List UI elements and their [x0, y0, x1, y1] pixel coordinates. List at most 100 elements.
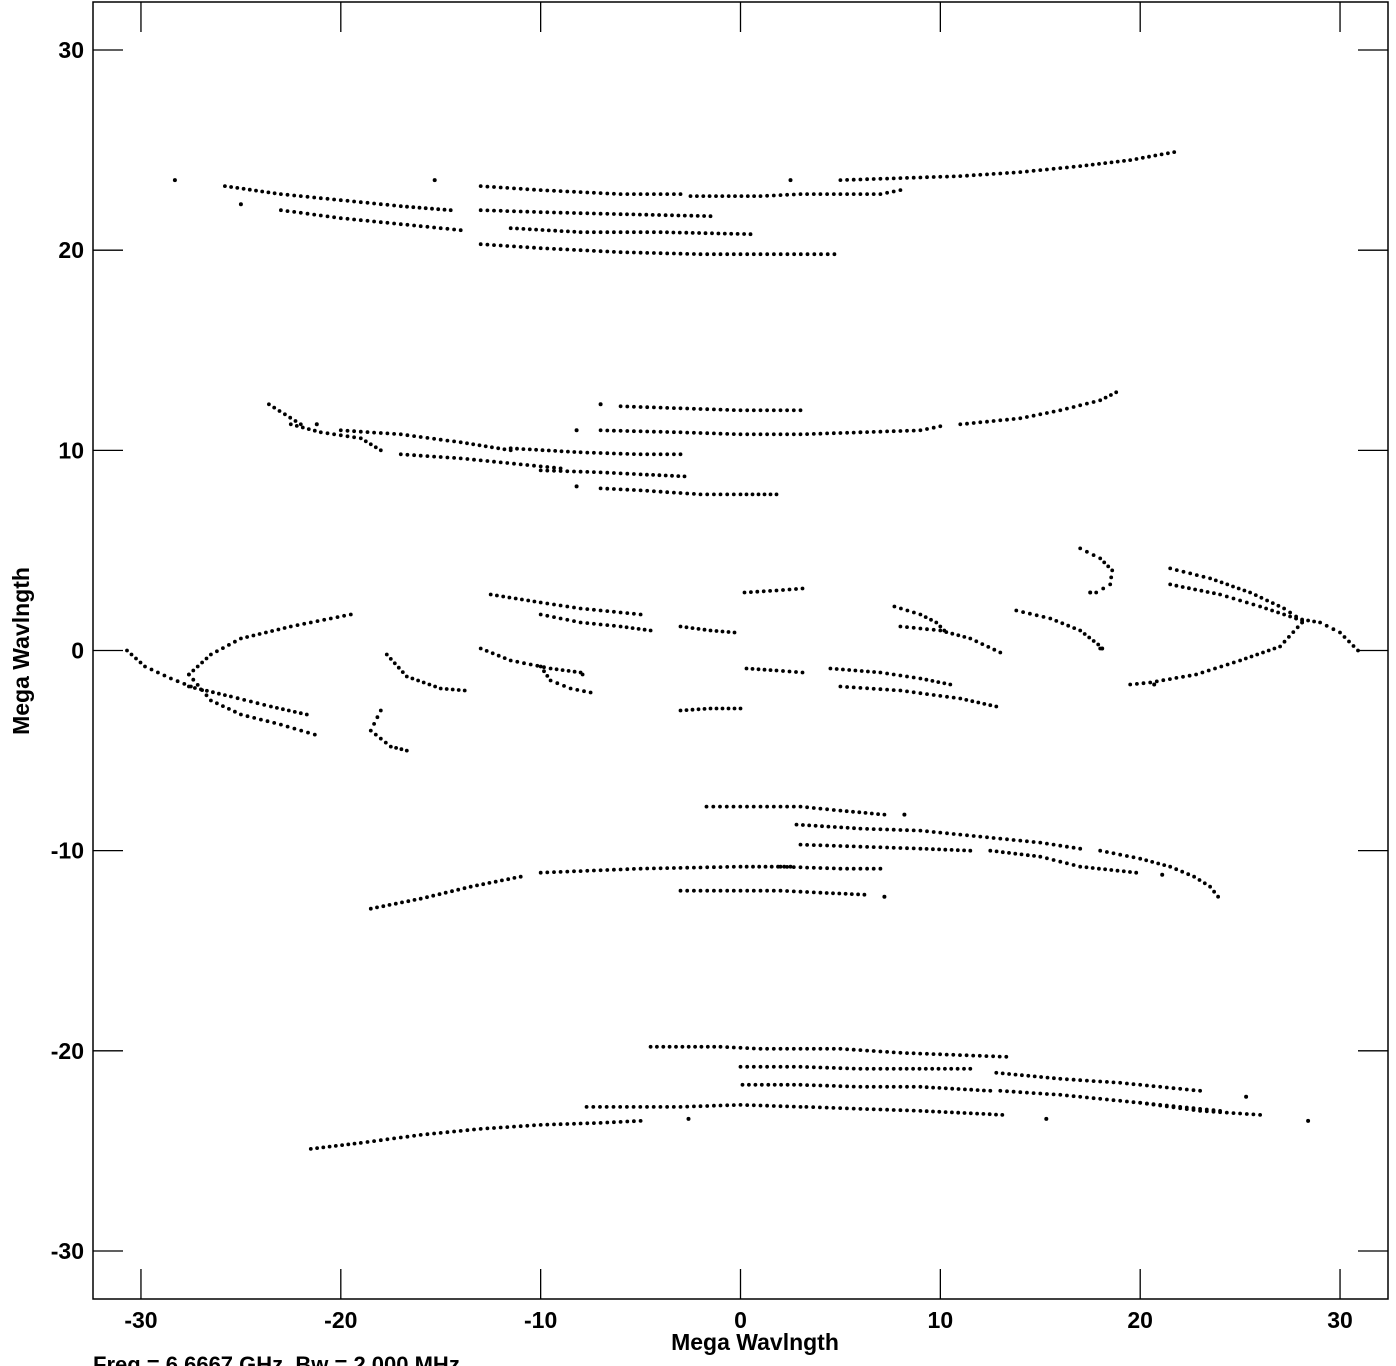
uv-point — [1007, 1072, 1011, 1076]
uv-point — [731, 492, 736, 497]
uv-point — [738, 408, 743, 413]
uv-point — [670, 213, 674, 218]
uv-point — [1194, 573, 1199, 577]
y-tick-label: 30 — [58, 37, 84, 63]
uv-point — [738, 1103, 743, 1107]
uv-point — [1276, 610, 1280, 615]
uv-point — [412, 898, 417, 902]
uv-point — [785, 432, 789, 437]
uv-point — [1109, 575, 1114, 580]
uv-point — [538, 600, 543, 605]
uv-point — [565, 604, 570, 609]
uv-point — [592, 607, 596, 612]
uv-point — [818, 1046, 823, 1051]
uv-point — [785, 1104, 789, 1109]
uv-point — [924, 1109, 929, 1114]
uv-point — [525, 187, 530, 192]
uv-point — [405, 452, 410, 457]
uv-point — [554, 667, 559, 672]
uv-point — [663, 213, 668, 218]
uv-point — [665, 430, 670, 434]
uv-point — [785, 252, 790, 257]
uv-point — [548, 666, 553, 671]
uv-point — [348, 612, 353, 617]
uv-point — [1351, 644, 1356, 648]
uv-point — [898, 828, 903, 832]
uv-point — [392, 221, 396, 226]
uv-point — [578, 248, 583, 253]
uv-point — [373, 445, 378, 450]
uv-point — [566, 229, 570, 234]
uv-point — [899, 606, 903, 611]
uv-point — [1300, 620, 1304, 625]
uv-point — [716, 231, 721, 236]
uv-point — [1180, 585, 1185, 589]
uv-point — [1005, 1089, 1009, 1094]
uv-point — [745, 408, 750, 413]
uv-point — [702, 707, 707, 711]
uv-point — [813, 823, 818, 828]
uv-point — [1151, 1084, 1156, 1089]
uv-point — [1208, 884, 1212, 889]
uv-point — [365, 1140, 370, 1144]
uv-point — [1141, 681, 1146, 686]
uv-point — [938, 830, 943, 835]
uv-point — [1191, 1088, 1196, 1093]
uv-point — [745, 1064, 750, 1069]
uv-point — [831, 843, 836, 848]
uv-point — [450, 687, 455, 692]
uv-point — [918, 691, 923, 696]
uv-point — [885, 429, 889, 434]
uv-point — [1145, 1083, 1149, 1088]
uv-point — [1331, 627, 1336, 632]
uv-point — [751, 1046, 756, 1051]
uv-point — [898, 624, 903, 629]
uv-point — [725, 432, 730, 436]
uv-point — [938, 1052, 942, 1057]
uv-point — [732, 706, 737, 711]
uv-point — [759, 1082, 764, 1087]
uv-point — [1135, 682, 1139, 686]
uv-point — [771, 1104, 776, 1108]
uv-point — [1078, 846, 1083, 851]
uv-point — [598, 470, 603, 475]
uv-point — [1038, 1091, 1043, 1096]
uv-point — [765, 1064, 769, 1069]
uv-point — [572, 605, 576, 610]
uv-point — [794, 822, 799, 827]
uv-point — [1065, 406, 1069, 411]
uv-point — [1031, 168, 1036, 173]
uv-point — [798, 889, 803, 894]
uv-point — [738, 252, 743, 257]
uv-point — [1312, 619, 1316, 624]
uv-point — [618, 487, 623, 492]
uv-point — [1242, 588, 1247, 593]
uv-point — [968, 636, 973, 641]
uv-point — [931, 847, 935, 852]
uv-point — [129, 652, 134, 657]
uv-point — [718, 252, 723, 257]
uv-point — [975, 1111, 979, 1116]
uv-point — [149, 667, 154, 672]
uv-point — [527, 227, 532, 232]
uv-point — [818, 431, 823, 436]
uv-point — [306, 730, 310, 735]
uv-point — [385, 202, 390, 207]
uv-point — [731, 864, 736, 869]
uv-point — [1128, 682, 1133, 687]
uv-point — [826, 824, 831, 829]
uv-point — [1219, 664, 1224, 669]
uv-point — [692, 888, 696, 893]
uv-point — [838, 192, 843, 197]
uv-point — [938, 174, 943, 179]
uv-point — [925, 692, 929, 696]
uv-point — [558, 616, 563, 621]
uv-point — [931, 830, 936, 834]
uv-point — [712, 865, 716, 870]
uv-point — [682, 213, 687, 218]
uv-point — [845, 430, 849, 435]
uv-point — [738, 888, 743, 893]
uv-point — [187, 684, 191, 689]
uv-point — [791, 1104, 796, 1109]
uv-point — [559, 229, 564, 234]
